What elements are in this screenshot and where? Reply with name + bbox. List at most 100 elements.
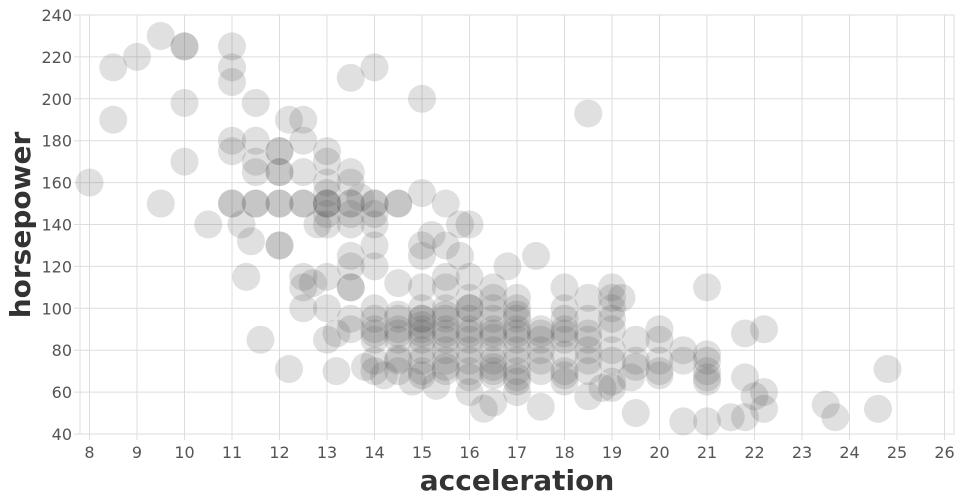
data-point [218,189,246,218]
data-point [574,336,603,365]
data-point [313,147,341,176]
data-point [503,315,531,344]
data-point [218,68,246,97]
data-point [408,311,436,340]
x-tick-label: 14 [364,443,384,462]
data-point [431,336,460,365]
data-point [336,168,365,197]
data-point [574,304,603,333]
data-point [621,346,650,375]
data-point [503,300,531,329]
data-point [455,210,484,239]
data-point [455,336,484,365]
data-point [99,53,128,82]
data-point [408,336,436,365]
data-point [232,262,261,291]
data-point [750,315,778,344]
data-point [550,294,579,323]
x-tick-label: 26 [934,443,954,462]
data-point [384,189,413,218]
data-point [360,252,389,281]
x-tick-label: 25 [887,443,907,462]
data-point [598,315,626,344]
data-point [479,273,508,302]
data-point [336,273,365,302]
y-axis-ticks: 40 60 80 100 120 140 160 180 200 220 240 [41,6,72,444]
data-point [313,137,341,166]
data-point [431,304,460,333]
data-point [431,231,460,260]
x-tick-label: 11 [222,443,242,462]
data-point [322,319,351,348]
x-tick-label: 10 [174,443,194,462]
data-point [408,315,436,344]
data-point [526,357,555,386]
data-point [479,357,508,386]
data-point [265,137,294,166]
data-point [503,378,531,407]
y-tick-label: 80 [52,341,72,360]
data-point [360,346,389,375]
data-point [241,126,270,155]
y-tick-label: 140 [41,216,72,235]
data-point [693,357,721,386]
data-point [360,319,389,348]
data-point [455,283,484,312]
data-point [265,231,294,260]
y-tick-label: 160 [41,174,72,193]
data-point [479,304,508,333]
y-tick-label: 200 [41,90,72,109]
data-point [289,126,318,155]
data-point [408,84,436,113]
data-point [384,319,413,348]
data-point [621,352,650,381]
data-point [431,352,460,381]
data-point [384,315,413,344]
data-point [289,189,318,218]
data-point [550,357,579,386]
data-point [408,361,436,390]
data-point [313,200,341,229]
data-point [241,189,270,218]
data-point [455,262,484,291]
data-point [598,346,626,375]
x-axis-ticks: 8 9 10 11 12 13 14 15 16 17 18 19 20 21 22 23 24 25 26 [84,443,954,462]
data-point [479,336,508,365]
data-point [336,210,365,239]
data-point [431,273,460,302]
data-point [336,200,365,229]
data-point [479,346,508,375]
data-point [645,325,674,354]
data-point [275,105,303,134]
data-point [289,158,318,187]
data-point [431,325,460,354]
data-point [384,300,413,329]
data-point [598,283,626,312]
data-point [384,344,413,373]
data-point [716,403,745,432]
data-point [408,304,436,333]
data-point [669,346,698,375]
data-point [731,363,759,392]
data-point [598,304,626,333]
data-point [313,189,341,218]
data-point [693,367,721,396]
data-point [218,32,246,61]
data-point [455,363,484,392]
data-point [360,231,389,260]
data-point [431,346,460,375]
data-point [588,373,617,402]
x-axis-title: acceleration [420,464,615,497]
data-point [479,388,508,417]
data-point [455,378,484,407]
data-point [574,283,603,312]
data-point [574,382,603,411]
data-point [693,407,721,436]
data-point [289,105,318,134]
data-point [522,241,550,270]
data-point [693,273,721,302]
data-point [360,189,389,218]
data-point [75,168,104,197]
data-point [740,382,769,411]
data-point [336,63,365,92]
